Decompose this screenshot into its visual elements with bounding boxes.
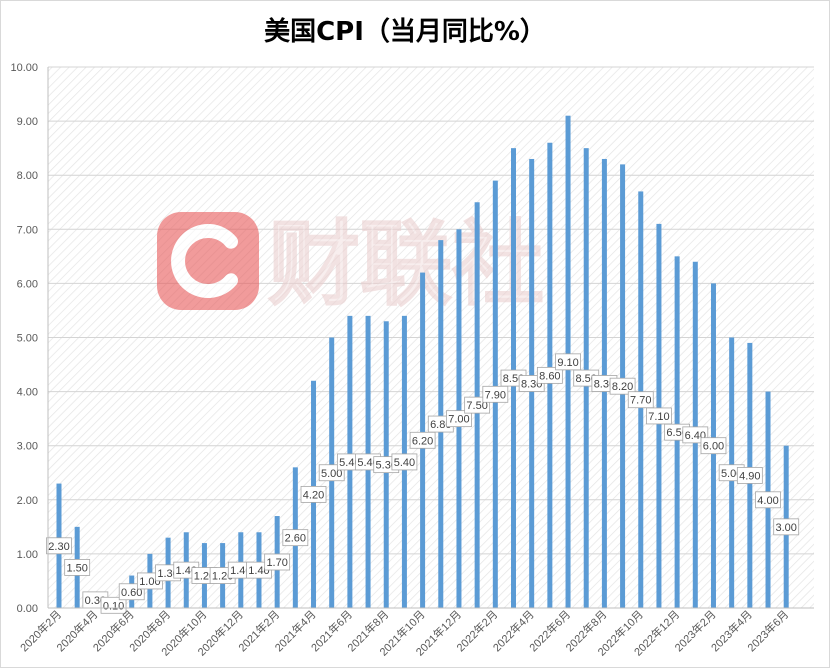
data-label-box [736, 467, 763, 484]
watermark-text: 财联社 [268, 211, 544, 318]
data-label: 4.00 [755, 491, 781, 509]
data-label-box [627, 391, 654, 409]
data-label-box [100, 596, 127, 614]
data-label-box [773, 518, 800, 536]
data-label-text: 0.60 [121, 587, 142, 599]
data-label: 8.60 [536, 366, 563, 384]
data-label-box [64, 559, 91, 576]
data-label: 0.10 [100, 596, 127, 614]
y-tick-label: 1.00 [17, 549, 38, 561]
data-label-text: 9.10 [557, 357, 578, 369]
data-label-text: 7.50 [466, 400, 487, 412]
data-label-text: 1.50 [66, 562, 87, 574]
y-tick-label: 7.00 [17, 224, 38, 236]
y-tick-label: 9.00 [17, 116, 38, 128]
data-label: 2.60 [282, 529, 309, 547]
data-label: 5.40 [391, 453, 418, 471]
data-label: 7.70 [627, 391, 654, 409]
data-label-box [482, 385, 509, 403]
data-label: 7.90 [482, 385, 509, 403]
data-label-text: 1.70 [266, 557, 287, 569]
data-label-text: 4.00 [757, 495, 778, 507]
data-label-text: 8.60 [539, 370, 560, 382]
y-axis-tick-labels: 0.00 1.00 2.00 3.00 4.00 5.00 6.00 7.00 8.00 9.00… [10, 62, 38, 615]
data-label-box [536, 366, 563, 384]
data-label-box [555, 353, 581, 371]
data-label-text: 7.90 [485, 389, 506, 401]
y-tick-label: 4.00 [17, 387, 38, 399]
data-label-text: 5.40 [394, 457, 415, 469]
y-tick-label: 8.00 [17, 170, 38, 182]
y-tick-label: 3.00 [17, 441, 38, 453]
data-label-text: 8.20 [612, 381, 633, 393]
data-label-text: 7.00 [448, 414, 469, 426]
data-label: 3.00 [773, 518, 800, 536]
y-tick-label: 5.00 [17, 333, 38, 345]
y-tick-label: 6.00 [17, 278, 38, 290]
data-label-text: 2.30 [48, 541, 69, 553]
data-label-text: 6.20 [412, 435, 433, 447]
data-label: 8.20 [609, 377, 636, 395]
data-label-text: 4.20 [303, 489, 324, 501]
data-label-box [391, 453, 418, 471]
data-label-text: 5.00 [321, 468, 342, 480]
data-label: 1.70 [264, 553, 291, 571]
data-label-text: 3.00 [775, 522, 796, 534]
data-label-text: 2.60 [285, 533, 306, 545]
data-labels: 2.301.500.300.100.601.001.301.401.201.20… [46, 353, 800, 614]
data-label-box [409, 431, 436, 449]
data-label-text: 7.70 [630, 395, 651, 407]
data-label: 6.20 [409, 431, 436, 449]
data-label-box [646, 407, 672, 425]
data-label: 1.50 [64, 559, 91, 576]
data-label: 7.10 [646, 407, 672, 425]
data-label: 9.10 [555, 353, 581, 371]
data-label: 4.90 [736, 467, 763, 484]
data-label-text: 7.10 [648, 411, 669, 423]
y-tick-label: 2.00 [17, 495, 38, 507]
y-tick-label: 0.00 [17, 603, 38, 615]
data-label-text: 6.00 [703, 441, 724, 453]
y-tick-label: 10.00 [10, 62, 38, 74]
data-label: 2.30 [46, 537, 72, 555]
watermark: 财联社 [157, 210, 545, 319]
data-label-box [282, 529, 309, 547]
data-label-text: 4.90 [739, 470, 760, 482]
watermark-logo-c-icon [171, 224, 238, 298]
data-label: 7.00 [446, 410, 472, 428]
chart-title: 美国CPI（当月同比%） [264, 16, 546, 47]
data-label-box [609, 377, 636, 395]
data-label: 6.00 [700, 437, 727, 455]
data-label-box [755, 491, 781, 509]
data-label-text: 0.10 [103, 600, 124, 612]
data-label-box [300, 485, 327, 503]
data-label: 4.20 [300, 485, 327, 503]
data-label-box [446, 410, 472, 428]
data-label-box [700, 437, 727, 455]
data-label-box [264, 553, 291, 571]
data-label-box [46, 537, 72, 555]
